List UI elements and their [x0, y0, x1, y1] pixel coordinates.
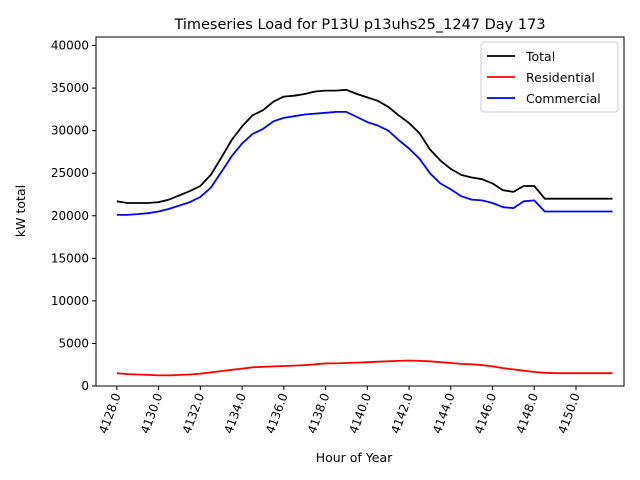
chart-title: Timeseries Load for P13U p13uhs25_1247 D…	[173, 17, 545, 33]
y-tick-label: 35000	[51, 81, 89, 95]
y-tick-label: 15000	[51, 251, 89, 265]
series-line-residential	[116, 359, 613, 377]
y-tick-label: 25000	[51, 166, 89, 180]
series-line-commercial	[116, 111, 613, 216]
y-tick-label: 30000	[51, 124, 89, 138]
plot-frame	[95, 36, 625, 387]
legend-label: Residential	[526, 70, 595, 85]
series-lines	[116, 88, 613, 377]
y-tick-label: 20000	[51, 209, 89, 223]
y-tick-label: 10000	[51, 294, 89, 308]
legend-label: Commercial	[526, 91, 601, 106]
legend: Total Residential Commercial	[480, 41, 619, 113]
legend-label: Total	[525, 49, 555, 64]
y-axis-ticks: 0 5000 10000 15000 20000 25000 30000 35000 40000	[51, 39, 96, 393]
y-tick-label: 0	[81, 379, 89, 393]
series-line-total	[116, 88, 613, 204]
y-axis-label: kW total	[13, 185, 28, 237]
y-tick-label: 5000	[58, 336, 89, 350]
y-tick-label: 40000	[51, 39, 89, 53]
legend-box	[480, 41, 619, 113]
x-axis-label: Hour of Year	[316, 450, 393, 465]
